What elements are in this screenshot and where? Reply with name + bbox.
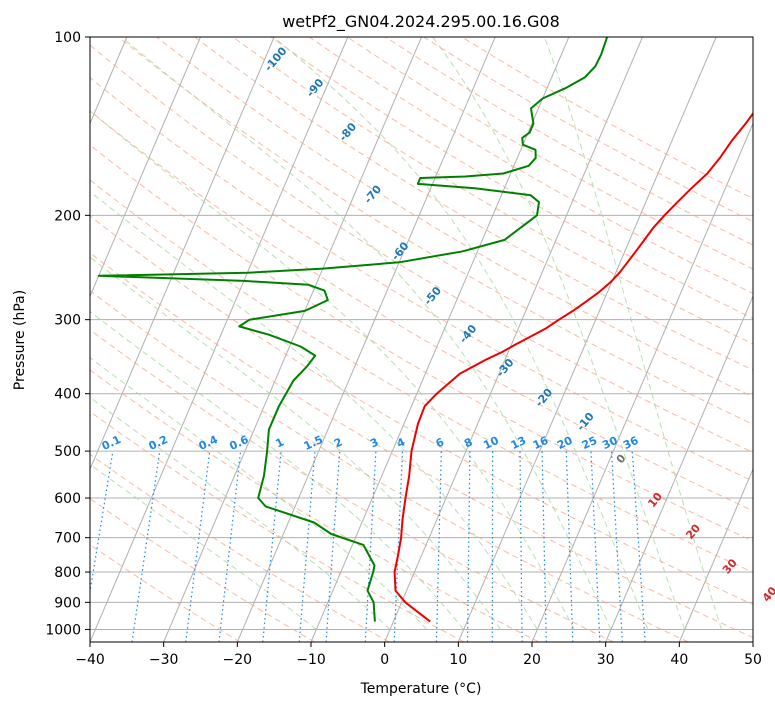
dry-adiabat (90, 369, 540, 642)
y-tick-label: 900 (54, 595, 81, 611)
mixing-ratio-label: 10 (481, 434, 501, 452)
mixing-ratio-line (541, 451, 547, 642)
axis-ticks: −40 −30 −20 −10 0 10 20 30 40 50 100 200 300 400 500 60… (45, 30, 762, 668)
mixing-ratio-label: 25 (580, 434, 599, 452)
temperature-line (393, 111, 753, 623)
sounding-series (97, 37, 753, 623)
x-tick-label: −40 (75, 652, 105, 668)
x-tick-label: −30 (149, 652, 179, 668)
isotherm-line (531, 122, 753, 642)
y-tick-label: 600 (54, 491, 81, 507)
dry-adiabat (90, 215, 753, 606)
moist-adiabat (90, 256, 501, 630)
isotherm-line (605, 295, 753, 642)
x-tick-label: −10 (296, 652, 326, 668)
x-tick-label: 30 (597, 652, 615, 668)
y-tick-label: 800 (54, 565, 81, 581)
dry-adiabat (90, 329, 614, 642)
moist-adiabat (90, 310, 465, 630)
mixing-ratio-label: 30 (600, 434, 620, 452)
dry-adiabat (232, 37, 753, 345)
dewpoint-line (97, 37, 609, 622)
mixing-ratio-line (590, 451, 601, 642)
mixing-ratio-line (393, 451, 404, 642)
mixing-ratio-line (610, 451, 623, 642)
mixing-ratio-label: 13 (509, 434, 528, 452)
mixing-ratio-label: 16 (531, 434, 551, 452)
mixing-ratio-line (218, 451, 242, 642)
x-axis-label: Temperature (°C) (360, 681, 482, 697)
isotherm-line (163, 37, 422, 642)
mixing-ratio-line (298, 451, 316, 642)
isotherm-line (457, 37, 717, 642)
y-axis-label: Pressure (hPa) (12, 290, 28, 390)
x-tick-label: 20 (523, 652, 541, 668)
mixing-ratio-line (262, 451, 282, 642)
isotherm-line (384, 37, 643, 642)
mixing-ratio-line (565, 451, 574, 642)
moist-adiabat (90, 396, 391, 630)
x-tick-label: 10 (449, 652, 467, 668)
dry-adiabat (194, 37, 753, 371)
y-tick-label: 400 (54, 387, 81, 403)
mixing-ratio-line (325, 451, 341, 642)
plot-frame (89, 36, 754, 643)
y-tick-label: 1000 (45, 622, 81, 638)
mixing-ratio-line (519, 451, 523, 642)
mixing-ratio-line (466, 451, 471, 642)
dry-adiabat (90, 252, 753, 639)
x-tick-label: 40 (670, 652, 688, 668)
mixing-ratio-label: 20 (555, 434, 575, 452)
plot-area (90, 37, 753, 642)
mixing-ratio-line (364, 451, 377, 642)
mixing-ratio-line (131, 451, 161, 642)
dry-adiabat (90, 453, 390, 642)
isotherm-line (90, 37, 349, 642)
isotherm-line (90, 37, 201, 298)
moist-adiabat (90, 356, 428, 630)
dry-adiabat (90, 144, 753, 542)
moist-adiabat (121, 37, 612, 630)
mixing-ratio-line (631, 451, 646, 642)
chart-title: wetPf2_GN04.2024.295.00.16.G08 (282, 12, 560, 32)
reference-lines (90, 37, 753, 642)
mixing-ratio-line (435, 451, 442, 642)
moist-adiabat (432, 37, 686, 630)
moist-adiabat (543, 37, 722, 630)
moist-adiabat (273, 37, 649, 630)
isotherm-line (90, 37, 275, 471)
isotherm-line (678, 467, 753, 642)
moist-adiabat (90, 463, 317, 630)
y-tick-label: 200 (54, 208, 81, 224)
isotherm-line (236, 37, 496, 642)
dry-adiabat (90, 44, 753, 453)
dry-adiabat (90, 498, 315, 642)
mixing-ratio-label: 36 (621, 434, 641, 452)
y-tick-label: 100 (54, 30, 81, 46)
y-tick-label: 500 (54, 444, 81, 460)
y-tick-label: 300 (54, 313, 81, 329)
x-tick-label: 50 (744, 652, 762, 668)
y-tick-label: 700 (54, 531, 81, 547)
dry-adiabat (90, 110, 753, 512)
x-tick-label: 0 (380, 652, 389, 668)
dry-adiabat (90, 76, 753, 482)
mixing-ratio-line (185, 451, 211, 642)
x-tick-label: −20 (223, 652, 253, 668)
